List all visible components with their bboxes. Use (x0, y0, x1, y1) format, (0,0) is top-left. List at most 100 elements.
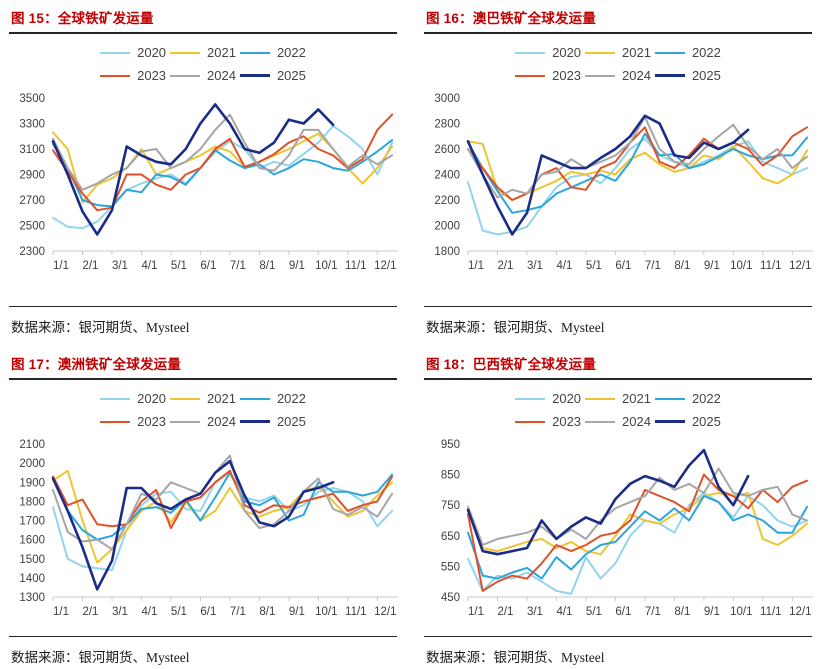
legend-row: 2020 2021 2022 (98, 45, 308, 68)
legend-item-2024: 2024 (585, 414, 651, 429)
x-axis-tick-label: 1/1 (468, 606, 484, 618)
legend-label: 2025 (276, 414, 306, 429)
legend-item-2023: 2023 (515, 68, 581, 83)
y-axis-tick-label: 3000 (434, 93, 460, 105)
legend-label: 2023 (137, 68, 167, 83)
legend-item-2025: 2025 (654, 68, 721, 83)
series-line-2022 (467, 495, 809, 580)
legend-item-2021: 2021 (170, 391, 236, 406)
x-axis-tick-label: 4/1 (141, 260, 157, 272)
x-axis-tick-label: 5/1 (171, 260, 187, 272)
legend-item-2024: 2024 (170, 414, 236, 429)
x-axis-tick-label: 5/1 (171, 606, 187, 618)
x-axis-tick-label: 3/1 (112, 260, 128, 272)
y-axis-tick-label: 950 (441, 439, 460, 451)
y-axis-tick-label: 3500 (19, 93, 45, 105)
series-line-2025 (51, 103, 335, 236)
legend-label: 2020 (137, 45, 167, 60)
x-axis-tick-label: 6/1 (615, 260, 631, 272)
series-line-2024 (52, 113, 394, 191)
y-axis-tick-label: 1900 (19, 477, 45, 489)
x-axis-tick-label: 6/1 (200, 260, 216, 272)
legend-label: 2021 (622, 391, 651, 406)
x-axis-tick-label: 6/1 (615, 606, 631, 618)
y-axis-tick-label: 1500 (19, 554, 45, 566)
legend-label: 2025 (691, 414, 721, 429)
series-line-2024 (52, 454, 394, 551)
legend-item-2024: 2024 (585, 68, 651, 83)
legend-item-2025: 2025 (654, 414, 721, 429)
y-axis-tick-label: 850 (441, 470, 460, 482)
x-axis-tick-label: 9/1 (704, 606, 720, 618)
y-axis-tick-label: 2200 (434, 195, 460, 207)
series-line-2023 (467, 473, 809, 592)
legend-row: 2020 2021 2022 (513, 391, 723, 414)
x-axis-tick-label: 2/1 (497, 260, 513, 272)
x-axis-tick-label: 1/1 (53, 260, 69, 272)
x-axis-tick-label: 12/1 (789, 606, 811, 618)
series-line-2021 (52, 469, 394, 564)
y-axis-tick-label: 1600 (19, 535, 45, 547)
legend-item-2022: 2022 (239, 45, 306, 60)
y-axis-tick-label: 750 (441, 500, 460, 512)
legend-label: 2022 (691, 391, 721, 406)
x-axis-tick-label: 12/1 (374, 606, 396, 618)
y-axis-tick-label: 2900 (19, 170, 45, 182)
x-axis-tick-label: 1/1 (53, 606, 69, 618)
legend-swatch-2024 (170, 420, 201, 423)
series-line-2022 (52, 471, 394, 541)
legend-label: 2022 (276, 391, 306, 406)
legend-row: 2023 2024 2025 (98, 68, 308, 91)
x-axis-tick-label: 8/1 (674, 260, 690, 272)
legend-label: 2020 (552, 391, 582, 406)
legend-swatch-2020 (100, 397, 131, 400)
chart-panel-fig16: 图 16：澳巴铁矿全球发运量 2020 2021 2022 2023 2024 2025 … (415, 0, 830, 346)
chart-title-fig18: 图 18：巴西铁矿全球发运量 (426, 357, 597, 372)
series-line-2024 (467, 467, 809, 546)
x-axis-tick-label: 12/1 (374, 260, 396, 272)
series-line-2025 (466, 448, 750, 556)
legend-swatch-2020 (515, 51, 546, 54)
x-axis-tick-label: 8/1 (259, 260, 275, 272)
y-axis-tick-label: 650 (441, 531, 460, 543)
x-axis-tick-label: 2/1 (82, 606, 98, 618)
x-axis-tick-label: 11/1 (345, 606, 367, 618)
chart-legend: 2020 2021 2022 2023 2024 2025 (9, 391, 397, 437)
legend-row: 2023 2024 2025 (98, 414, 308, 437)
legend-label: 2021 (207, 391, 236, 406)
legend-swatch-2025 (239, 74, 270, 77)
y-axis-tick-label: 2300 (19, 246, 45, 258)
y-axis-tick-label: 1400 (19, 573, 45, 585)
legend-label: 2025 (276, 68, 306, 83)
series-line-2023 (467, 126, 809, 201)
legend-item-2025: 2025 (239, 68, 306, 83)
x-axis-tick-label: 4/1 (556, 260, 572, 272)
legend-item-2022: 2022 (239, 391, 306, 406)
legend-item-2021: 2021 (585, 391, 651, 406)
title-divider (424, 32, 812, 34)
y-axis-tick-label: 2600 (434, 144, 460, 156)
legend-item-2022: 2022 (654, 45, 721, 60)
legend-label: 2022 (691, 45, 721, 60)
legend-row: 2020 2021 2022 (513, 45, 723, 68)
x-axis-tick-label: 3/1 (112, 606, 128, 618)
legend-label: 2020 (137, 391, 167, 406)
legend-swatch-2022 (239, 397, 270, 400)
x-axis-tick-label: 1/1 (468, 260, 484, 272)
x-axis-tick-label: 3/1 (527, 606, 543, 618)
x-axis-tick-label: 10/1 (730, 260, 752, 272)
legend-label: 2020 (552, 45, 582, 60)
legend-item-2021: 2021 (170, 45, 236, 60)
series-line-2022 (467, 132, 809, 214)
legend-label: 2024 (207, 414, 236, 429)
series-line-2024 (467, 116, 809, 199)
legend-swatch-2020 (100, 51, 131, 54)
line-chart-global-shipments: 2300 2500 2700 2900 3100 3300 3500 1/1 2/1 3/1 4/1… (9, 93, 398, 290)
legend-swatch-2023 (515, 74, 546, 77)
legend-item-2020: 2020 (100, 45, 166, 60)
x-axis-tick-label: 10/1 (315, 260, 337, 272)
legend-item-2023: 2023 (515, 414, 581, 429)
legend-swatch-2024 (585, 420, 616, 423)
x-axis-tick-label: 9/1 (289, 606, 305, 618)
